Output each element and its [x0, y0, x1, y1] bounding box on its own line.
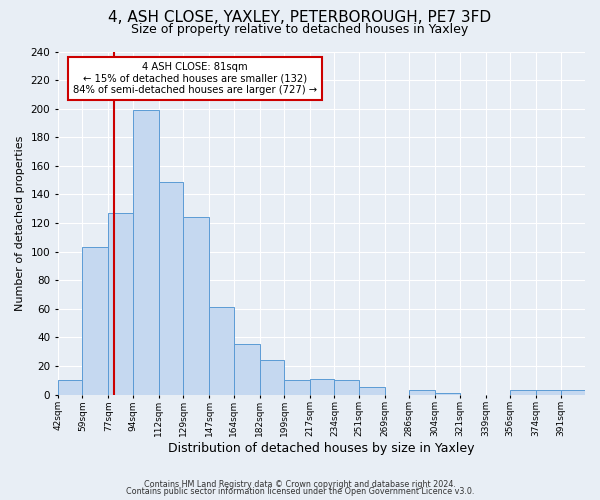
Bar	[133, 110, 159, 395]
X-axis label: Distribution of detached houses by size in Yaxley: Distribution of detached houses by size …	[168, 442, 475, 455]
Bar	[435, 393, 460, 394]
Bar	[233, 344, 260, 395]
Bar	[58, 380, 82, 394]
Text: 4 ASH CLOSE: 81sqm
← 15% of detached houses are smaller (132)
84% of semi-detach: 4 ASH CLOSE: 81sqm ← 15% of detached hou…	[73, 62, 317, 95]
Bar	[159, 182, 183, 394]
Text: Size of property relative to detached houses in Yaxley: Size of property relative to detached ho…	[131, 22, 469, 36]
Bar	[260, 360, 284, 394]
Bar	[536, 390, 560, 394]
Bar	[510, 390, 536, 394]
Y-axis label: Number of detached properties: Number of detached properties	[15, 136, 25, 310]
Bar	[409, 390, 435, 394]
Text: Contains HM Land Registry data © Crown copyright and database right 2024.: Contains HM Land Registry data © Crown c…	[144, 480, 456, 489]
Text: 4, ASH CLOSE, YAXLEY, PETERBOROUGH, PE7 3FD: 4, ASH CLOSE, YAXLEY, PETERBOROUGH, PE7 …	[109, 10, 491, 25]
Bar	[560, 390, 585, 394]
Text: Contains public sector information licensed under the Open Government Licence v3: Contains public sector information licen…	[126, 488, 474, 496]
Bar	[310, 379, 334, 394]
Bar	[334, 380, 359, 394]
Bar	[284, 380, 310, 394]
Bar	[82, 248, 109, 394]
Bar	[359, 388, 385, 394]
Bar	[183, 218, 209, 394]
Bar	[209, 308, 233, 394]
Bar	[109, 213, 133, 394]
